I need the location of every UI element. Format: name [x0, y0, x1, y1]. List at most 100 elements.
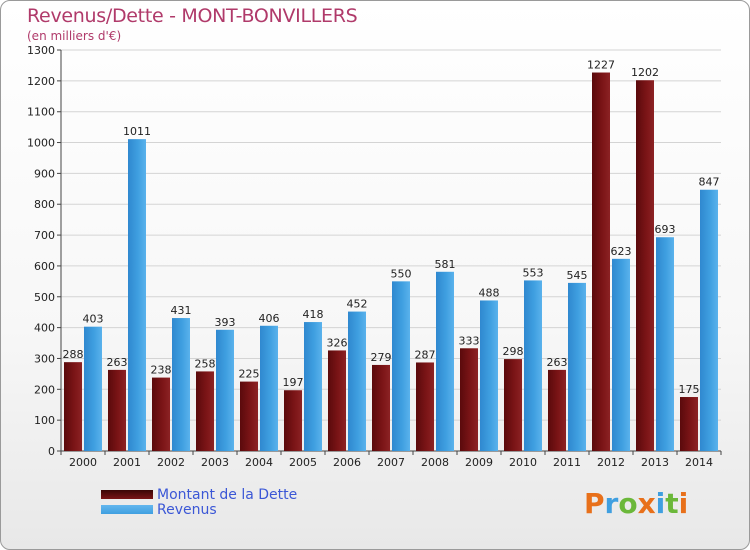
chart-subtitle: (en milliers d'€): [27, 29, 122, 43]
legend-swatch-revenus: [101, 505, 153, 514]
bar-dette: [152, 377, 170, 451]
bar-revenus: [84, 326, 102, 451]
data-label-dette: 238: [151, 364, 172, 377]
data-label-dette: 298: [503, 345, 524, 358]
data-label-dette: 263: [107, 356, 128, 369]
x-tick-label: 2011: [553, 456, 581, 469]
bar-dette: [372, 364, 390, 451]
bar-dette: [64, 362, 82, 451]
x-tick-label: 2012: [597, 456, 625, 469]
legend-swatch-dette: [101, 490, 153, 499]
data-label-dette: 175: [679, 383, 700, 396]
x-tick-label: 2002: [157, 456, 185, 469]
chart-title: Revenus/Dette - MONT-BONVILLERS: [27, 5, 358, 27]
bar-revenus: [128, 139, 146, 451]
y-tick-label: 1000: [27, 137, 55, 150]
bar-dette: [636, 80, 654, 451]
x-tick-label: 2009: [465, 456, 493, 469]
y-tick-label: 100: [34, 414, 55, 427]
data-label-revenus: 393: [215, 316, 236, 329]
data-label-revenus: 553: [523, 266, 544, 279]
bar-dette: [504, 359, 522, 451]
y-tick-label: 400: [34, 322, 55, 335]
legend-item-dette: Montant de la Dette: [101, 486, 298, 503]
bar-revenus: [348, 311, 366, 451]
legend-label-revenus: Revenus: [157, 501, 217, 518]
x-tick-label: 2007: [377, 456, 405, 469]
data-label-revenus: 431: [171, 304, 192, 317]
legend-label-dette: Montant de la Dette: [157, 486, 298, 503]
data-label-revenus: 623: [611, 245, 632, 258]
data-label-revenus: 403: [83, 313, 104, 326]
data-label-revenus: 693: [655, 223, 676, 236]
proxiti-logo: Proxiti: [584, 487, 688, 520]
data-label-dette: 279: [371, 351, 392, 364]
data-label-revenus: 1011: [123, 125, 151, 138]
data-label-dette: 258: [195, 357, 216, 370]
bar-dette: [680, 397, 698, 451]
y-tick-label: 300: [34, 352, 55, 365]
data-label-revenus: 545: [567, 269, 588, 282]
bar-dette: [328, 350, 346, 451]
y-tick-label: 800: [34, 198, 55, 211]
data-label-revenus: 418: [303, 308, 324, 321]
bar-dette: [240, 381, 258, 451]
data-label-dette: 225: [239, 368, 260, 381]
logo-letter: P: [584, 487, 605, 520]
bar-dette: [548, 369, 566, 451]
y-tick-label: 1100: [27, 106, 55, 119]
bar-revenus: [480, 300, 498, 451]
logo-letter: i: [678, 487, 689, 520]
data-label-revenus: 550: [391, 267, 412, 280]
y-tick-label: 1300: [27, 44, 55, 57]
y-tick-label: 1200: [27, 75, 55, 88]
x-tick-label: 2005: [289, 456, 317, 469]
logo-letter: o: [618, 487, 638, 520]
data-label-dette: 326: [327, 336, 348, 349]
logo-letter: i: [655, 487, 666, 520]
data-label-revenus: 581: [435, 258, 456, 271]
x-tick-label: 2004: [245, 456, 273, 469]
data-label-dette: 288: [63, 348, 84, 361]
y-tick-label: 200: [34, 383, 55, 396]
bar-dette: [108, 369, 126, 451]
bar-dette: [460, 348, 478, 451]
data-label-dette: 197: [283, 376, 304, 389]
bar-revenus: [436, 271, 454, 451]
data-label-dette: 333: [459, 334, 480, 347]
data-label-dette: 1227: [587, 59, 615, 72]
y-tick-label: 500: [34, 291, 55, 304]
bar-revenus: [656, 237, 674, 451]
x-tick-label: 2010: [509, 456, 537, 469]
logo-letter: r: [604, 487, 619, 520]
data-label-dette: 263: [547, 356, 568, 369]
bar-revenus: [260, 325, 278, 451]
data-label-revenus: 488: [479, 286, 500, 299]
logo-letter: x: [637, 487, 656, 520]
bar-revenus: [216, 329, 234, 451]
bar-revenus: [524, 280, 542, 451]
bar-dette: [416, 362, 434, 451]
x-tick-label: 2001: [113, 456, 141, 469]
data-label-revenus: 406: [259, 312, 280, 325]
y-tick-label: 0: [48, 445, 55, 458]
y-tick-label: 600: [34, 260, 55, 273]
bar-revenus: [172, 318, 190, 451]
bar-dette: [284, 390, 302, 451]
bar-revenus: [304, 322, 322, 451]
bar-revenus: [568, 282, 586, 451]
x-tick-label: 2006: [333, 456, 361, 469]
x-tick-label: 2003: [201, 456, 229, 469]
bar-revenus: [612, 258, 630, 451]
x-tick-label: 2013: [641, 456, 669, 469]
y-tick-label: 900: [34, 167, 55, 180]
legend: Montant de la Dette Revenus: [101, 486, 298, 518]
bar-revenus: [700, 189, 718, 451]
x-tick-label: 2000: [69, 456, 97, 469]
x-tick-label: 2008: [421, 456, 449, 469]
data-label-revenus: 452: [347, 298, 368, 311]
data-label-dette: 287: [415, 348, 436, 361]
y-tick-label: 700: [34, 229, 55, 242]
